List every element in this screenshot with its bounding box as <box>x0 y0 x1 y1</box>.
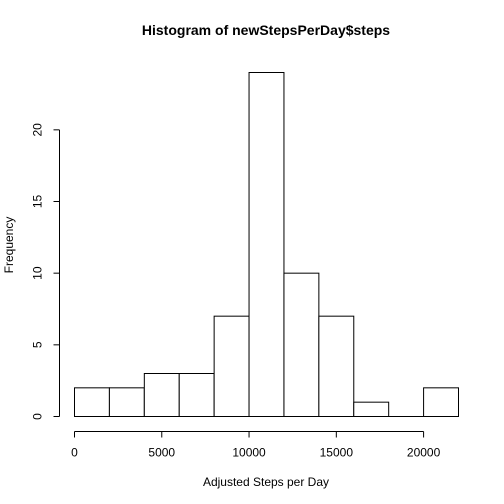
x-tick-label: 0 <box>71 446 78 460</box>
x-tick-label: 20000 <box>407 446 441 460</box>
x-axis-label: Adjusted Steps per Day <box>203 475 329 489</box>
x-tick-label: 15000 <box>320 446 354 460</box>
y-tick-label: 5 <box>31 341 45 348</box>
histogram-bar <box>283 272 320 417</box>
y-tick-label: 10 <box>31 266 45 280</box>
x-tick-label: 10000 <box>232 446 266 460</box>
bars-group <box>74 72 460 418</box>
histogram-bar <box>353 401 390 417</box>
histogram-bar <box>213 315 250 417</box>
y-axis: 0 5 10 15 20 <box>31 123 60 420</box>
histogram-bar <box>178 373 215 417</box>
histogram-bar <box>423 387 460 418</box>
histogram-bar <box>248 72 285 417</box>
histogram-bar <box>143 373 180 417</box>
x-axis: 0 5000 10000 15000 20000 <box>71 431 441 460</box>
y-tick-label: 0 <box>31 413 45 420</box>
histogram-bar <box>318 315 355 417</box>
y-axis-label: Frequency <box>2 217 16 274</box>
x-tick-label: 5000 <box>148 446 175 460</box>
histogram-bar <box>108 387 145 418</box>
chart-title: Histogram of newStepsPerDay$steps <box>142 22 390 38</box>
y-tick-label: 20 <box>31 123 45 137</box>
histogram-bar <box>74 387 110 418</box>
y-tick-label: 15 <box>31 195 45 209</box>
